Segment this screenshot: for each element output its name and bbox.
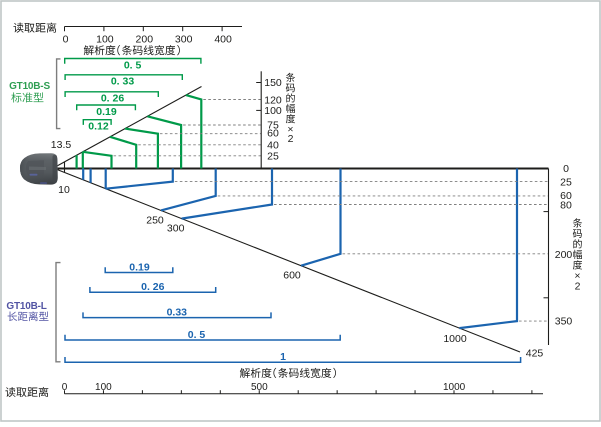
svg-text:100: 100 [264, 105, 282, 117]
svg-text:0. 5: 0. 5 [124, 59, 142, 71]
svg-text:150: 150 [264, 77, 282, 89]
svg-text:0: 0 [62, 382, 68, 393]
svg-text:250: 250 [146, 215, 164, 227]
svg-text:200: 200 [555, 249, 573, 261]
svg-text:2: 2 [288, 133, 294, 145]
svg-text:600: 600 [283, 270, 301, 282]
svg-text:GT10B-S: GT10B-S [9, 81, 50, 92]
svg-text:300: 300 [175, 34, 193, 46]
svg-text:0: 0 [563, 163, 569, 175]
svg-text:40: 40 [267, 140, 279, 152]
svg-text:200: 200 [136, 34, 154, 46]
svg-text:1000: 1000 [443, 382, 466, 393]
svg-text:100: 100 [95, 382, 112, 393]
svg-text:80: 80 [560, 200, 572, 212]
svg-text:25: 25 [267, 151, 279, 163]
svg-text:100: 100 [96, 34, 114, 46]
svg-text:1000: 1000 [443, 333, 467, 345]
svg-text:0. 26: 0. 26 [141, 281, 165, 293]
svg-text:2: 2 [575, 281, 581, 293]
svg-text:300: 300 [167, 223, 185, 235]
svg-text:425: 425 [526, 348, 544, 360]
svg-text:0.19: 0.19 [96, 106, 117, 118]
svg-text:1: 1 [280, 351, 286, 363]
svg-text:60: 60 [267, 127, 279, 139]
svg-text:25: 25 [560, 176, 572, 188]
svg-text:×: × [287, 123, 293, 135]
svg-text:0. 26: 0. 26 [101, 93, 125, 105]
svg-text:500: 500 [251, 382, 268, 393]
svg-text:0.33: 0.33 [167, 307, 188, 319]
svg-text:10: 10 [58, 184, 70, 196]
svg-text:GT10B-L: GT10B-L [6, 301, 46, 312]
svg-text:13.5: 13.5 [51, 139, 72, 151]
svg-text:350: 350 [555, 315, 573, 327]
svg-text:0. 5: 0. 5 [188, 329, 206, 341]
svg-text:0.19: 0.19 [129, 262, 150, 274]
svg-text:120: 120 [264, 95, 282, 107]
svg-text:0: 0 [63, 34, 69, 46]
svg-text:×: × [574, 270, 580, 282]
svg-text:0.12: 0.12 [88, 121, 109, 133]
svg-text:75: 75 [267, 119, 279, 131]
svg-text:400: 400 [214, 34, 232, 46]
svg-text:0. 33: 0. 33 [111, 76, 135, 88]
svg-text:60: 60 [560, 190, 572, 202]
